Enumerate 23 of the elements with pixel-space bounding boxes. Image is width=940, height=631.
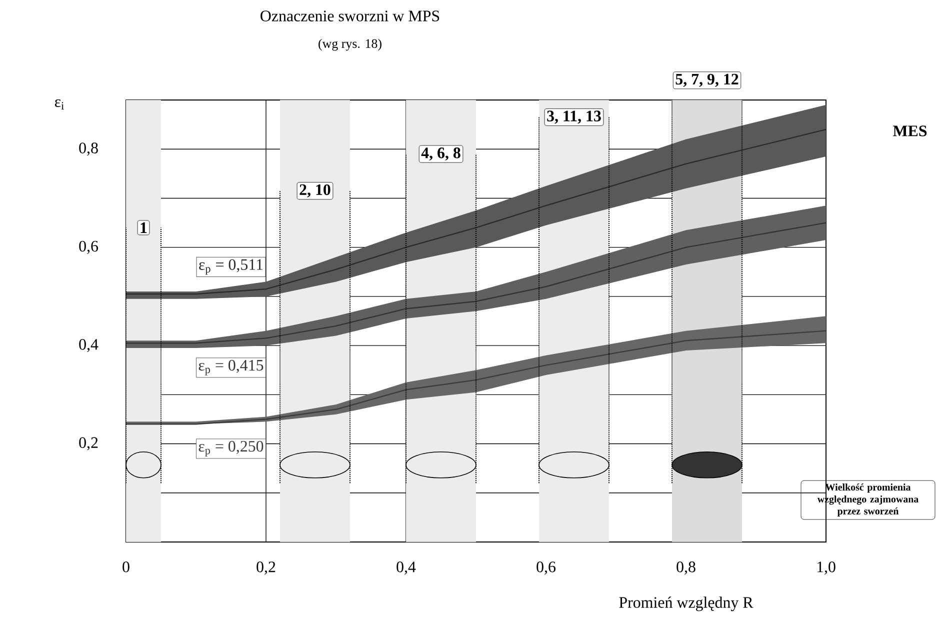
text: MES [893, 126, 927, 136]
x-tick-label: 1,0 [817, 562, 836, 575]
y-tick-label: 0,4 [79, 339, 98, 352]
band-label: 2, 10 [300, 184, 330, 198]
chart-subtitle: (wg rys. 18) [318, 38, 382, 51]
band-label: 4, 6, 8 [421, 147, 460, 161]
series-label: ε$_{p}$ = 0,511 [199, 259, 263, 275]
x-tick-label: 0,8 [676, 562, 696, 575]
y-axis-title: ε$_{i}$ [54, 99, 64, 110]
band-label: 3, 11, 13 [547, 110, 601, 124]
series-label: ε$_{p}$ = 0,415 [198, 360, 264, 376]
x-tick-label: 0,2 [256, 562, 276, 575]
y-tick-label: 0,8 [79, 142, 98, 156]
y-tick-label: 0,2 [79, 437, 98, 450]
band-label: 1 [140, 222, 147, 233]
x-axis-title: Promień względny R [619, 596, 754, 612]
y-tick-label: 0,6 [79, 240, 98, 254]
x-tick-label: 0 [122, 562, 130, 572]
chart-title: Oznaczenie sworzni w MPS [260, 10, 440, 22]
x-tick-label: 0,4 [396, 562, 416, 575]
x-tick-label: 0,6 [536, 562, 556, 575]
band-label: 5, 7, 9, 12 [676, 74, 738, 87]
series-label: ε$_{p}$ = 0,250 [198, 440, 264, 456]
